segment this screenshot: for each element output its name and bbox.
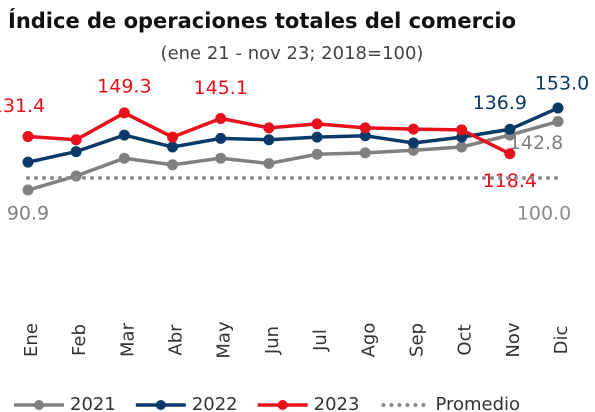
data-label: 90.9 <box>7 203 49 225</box>
point <box>118 152 130 164</box>
chart-subtitle: (ene 21 - nov 23; 2018=100) <box>161 43 424 64</box>
x-tick-label: Jul <box>310 329 331 352</box>
x-tick-label: Nov <box>503 322 524 357</box>
point <box>263 157 275 169</box>
point <box>311 131 323 143</box>
point <box>359 122 371 134</box>
data-label: 142.8 <box>509 132 563 154</box>
x-tick-label: Sep <box>406 323 427 357</box>
legend-label: 2023 <box>314 394 360 412</box>
point <box>504 148 516 160</box>
point <box>456 124 468 136</box>
point <box>167 131 179 143</box>
point <box>552 116 564 128</box>
legend-label: 2021 <box>70 394 116 412</box>
x-tick-label: Mar <box>117 322 138 357</box>
chart-title: Índice de operaciones totales del comerc… <box>8 8 516 33</box>
point <box>118 129 130 141</box>
point <box>118 107 130 119</box>
point <box>263 122 275 134</box>
legend-label: Promedio <box>435 394 520 412</box>
point <box>22 156 34 168</box>
legend-marker <box>34 400 44 410</box>
point <box>22 184 34 196</box>
point <box>70 146 82 158</box>
data-label: 118.4 <box>483 170 537 192</box>
x-tick-label: Feb <box>69 324 90 356</box>
point <box>22 131 34 143</box>
point <box>359 130 371 142</box>
series-line <box>27 106 559 164</box>
point <box>552 102 564 114</box>
data-label: 100.0 <box>517 203 571 225</box>
x-tick-label: Jun <box>262 326 283 355</box>
x-tick-label: Dic <box>551 326 572 355</box>
point <box>359 147 371 159</box>
x-tick-label: May <box>214 321 235 359</box>
point <box>167 141 179 153</box>
x-tick-label: Ago <box>358 323 379 358</box>
legend-marker <box>155 400 166 410</box>
point <box>215 132 227 144</box>
point <box>407 137 419 149</box>
legend-marker <box>277 400 288 410</box>
legend-label: 2022 <box>192 394 238 412</box>
x-tick-label: Oct <box>455 324 476 355</box>
point <box>263 134 275 146</box>
series-line <box>27 119 559 192</box>
point <box>504 123 516 135</box>
point <box>311 118 323 130</box>
point <box>456 141 468 153</box>
data-label: 145.1 <box>194 77 248 99</box>
x-tick-label: Ene <box>21 323 42 357</box>
data-label: 149.3 <box>97 75 151 97</box>
point <box>311 148 323 160</box>
data-label: 131.4 <box>0 95 45 117</box>
point <box>215 112 227 124</box>
data-label: 136.9 <box>473 92 527 114</box>
x-tick-label: Abr <box>166 324 187 356</box>
point <box>167 159 179 171</box>
point <box>407 123 419 135</box>
point <box>70 134 82 146</box>
data-label: 153.0 <box>535 73 589 95</box>
point <box>215 152 227 164</box>
